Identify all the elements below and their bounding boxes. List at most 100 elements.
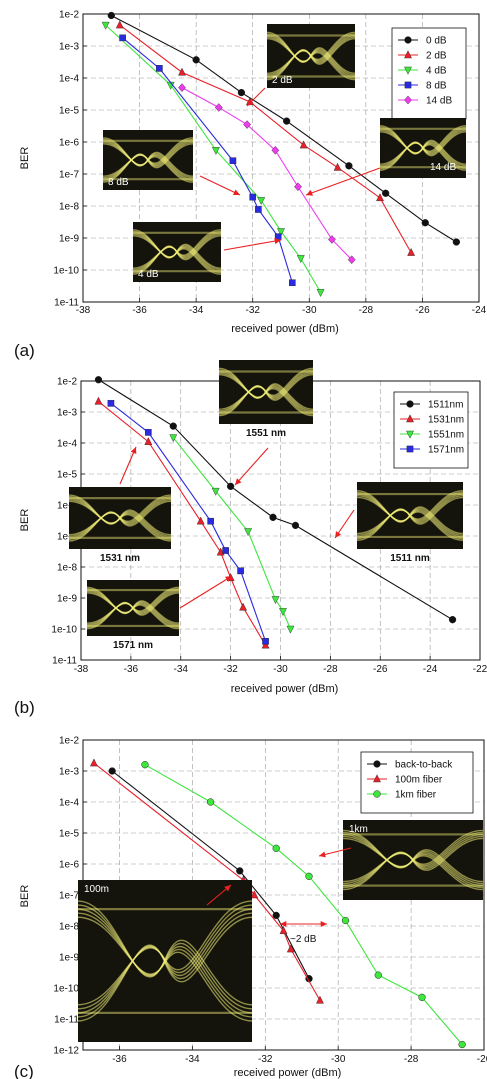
legend-marker (406, 414, 414, 423)
series-8-db (119, 34, 296, 287)
data-point (141, 761, 149, 769)
arrow-head (233, 189, 240, 196)
data-point (169, 422, 177, 430)
chart-panel-c: 1e-12 1e-11 1e-10 1e-9 1e-8 1e-7 1e-6 1e-5 1e-4 1… (14, 736, 487, 1079)
legend-label: 1511nm (428, 400, 463, 411)
series-line (93, 762, 321, 1001)
y-axis-label: BER (19, 509, 31, 532)
annotation-2db: ~2 dB (290, 934, 317, 945)
y-tick-label: 1e-9 (59, 234, 79, 245)
y-tick-label: 1e-3 (59, 767, 79, 778)
x-axis-label: received power (dBm) (231, 683, 339, 695)
legend-label: 1551nm (428, 430, 464, 441)
arrow-head (235, 478, 242, 485)
series-1571nm (107, 400, 269, 645)
inset-eye-8db: 8 dB (102, 130, 194, 190)
x-axis-label: received power (dBm) (231, 323, 339, 335)
data-point (90, 758, 98, 767)
chart-panel-b: 1e-11 1e-10 1e-9 1e-8 1e-7 1e-6 1e-5 1e-4 1e-3 1e… (14, 360, 487, 717)
eye-trace (86, 586, 180, 624)
legend-entry: 1531nm (400, 414, 464, 426)
data-point (333, 162, 342, 171)
eye-trace (342, 829, 484, 883)
series-line (111, 14, 457, 243)
y-tick-label: 1e-10 (51, 625, 77, 636)
y-tick-label: 1e-5 (59, 106, 79, 117)
data-point (279, 926, 288, 935)
data-point (328, 235, 336, 244)
data-point (249, 193, 257, 201)
legend-marker (404, 50, 412, 59)
legend-entry: 4 dB (398, 66, 447, 77)
y-tick-label: 1e-4 (59, 74, 79, 85)
eye-inset-label: 100m (84, 884, 109, 895)
eye-inset-label: 1511 nm (390, 553, 430, 564)
panel-label: (c) (14, 1062, 34, 1079)
arrow-1571nm (179, 575, 233, 609)
data-point (458, 1040, 466, 1049)
y-tick-label: 1e-2 (59, 10, 79, 21)
data-point (237, 88, 246, 97)
x-tick-label: -26 (415, 305, 430, 316)
y-tick-label: 1e-11 (54, 1015, 79, 1026)
legend-marker (404, 66, 412, 75)
legend-marker (406, 445, 414, 453)
y-tick-label: 1e-6 (57, 501, 77, 512)
eye-trace (379, 125, 467, 165)
eye-inset-label: 1571 nm (113, 640, 153, 651)
data-point (192, 56, 200, 64)
data-point (421, 219, 429, 227)
data-point (108, 767, 116, 775)
y-tick-label: 1e-5 (57, 470, 77, 481)
arrow-head (247, 99, 254, 106)
data-point (169, 434, 178, 443)
y-axis-label: BER (19, 147, 31, 170)
y-axis-label: BER (19, 885, 31, 908)
data-point (94, 376, 103, 384)
y-tick-label: 1e-4 (57, 439, 77, 450)
x-tick-label: -34 (174, 664, 189, 675)
data-point (407, 247, 416, 256)
data-point (156, 65, 163, 72)
x-tick-label: -36 (132, 305, 147, 316)
y-tick-label: 1e-8 (59, 202, 79, 213)
eye-inset-label: 1531 nm (100, 553, 140, 564)
data-point (257, 197, 266, 206)
y-tick-label: 1e-7 (59, 891, 79, 902)
arrow-1km (318, 847, 352, 858)
y-tick-label: 1e-11 (54, 298, 79, 309)
arrow-shaft (234, 447, 269, 486)
legend-entry: 1551nm (400, 430, 464, 441)
data-point (448, 616, 457, 624)
y-tick-label: 1e-9 (57, 594, 77, 605)
legend-marker (404, 95, 412, 105)
legend: back-to-back 100m fiber 1km fiber (360, 751, 474, 814)
x-tick-label: -34 (189, 305, 204, 316)
arrow-head (320, 920, 327, 928)
series-1511nm (94, 376, 457, 624)
data-point (418, 993, 426, 1001)
inset-eye-100m: 100m (77, 880, 253, 1042)
eye-trace (379, 131, 467, 171)
arrow-shaft (223, 239, 282, 251)
x-tick-label: -36 (124, 664, 139, 675)
data-point (250, 890, 259, 899)
legend-marker (373, 774, 381, 783)
data-point (271, 596, 280, 605)
inset-eye-1571nm: 1571 nm (86, 580, 180, 651)
data-point (294, 182, 302, 192)
x-tick-label: -28 (404, 1054, 419, 1065)
inset-eye-1511nm: 1511 nm (356, 482, 464, 564)
eye-trace (132, 229, 222, 269)
arrow-1531nm (119, 446, 137, 485)
inset-eye-1531nm: 1531 nm (68, 487, 172, 564)
legend-marker (373, 760, 381, 768)
legend-label: 14 dB (426, 96, 452, 107)
data-point (271, 146, 280, 155)
data-point (296, 255, 305, 264)
series-line (111, 770, 310, 979)
y-tick-label: 1e-10 (53, 266, 79, 277)
legend-label: 1571nm (428, 445, 464, 456)
arrow-2db (246, 87, 266, 107)
